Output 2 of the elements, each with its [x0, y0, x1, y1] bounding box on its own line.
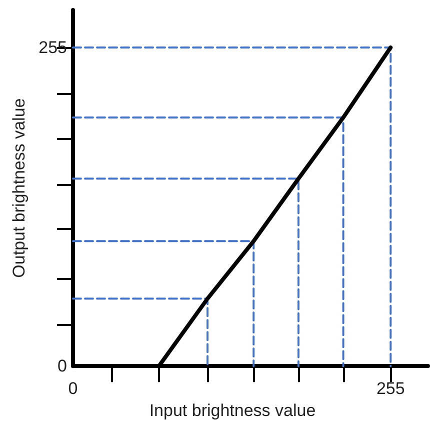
- x-axis-title: Input brightness value: [149, 401, 316, 420]
- y-axis-title: Output brightness value: [10, 98, 29, 278]
